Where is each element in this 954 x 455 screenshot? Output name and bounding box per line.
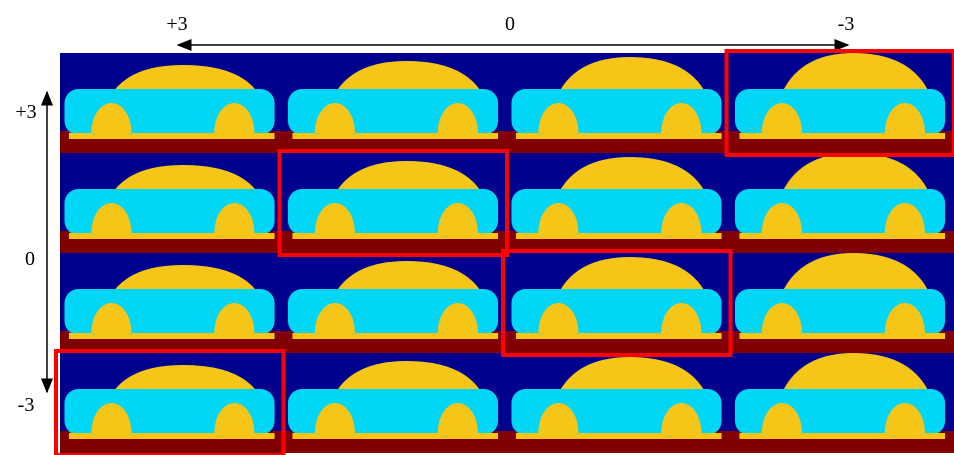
wheel-region	[437, 202, 478, 233]
horizontal-label-right: -3	[838, 13, 855, 35]
grid-cell	[730, 353, 954, 453]
roof-region	[779, 53, 932, 98]
wheel-region	[314, 303, 356, 333]
highlight-box	[501, 249, 733, 357]
highlight-box	[54, 349, 286, 455]
grid-cell	[283, 153, 507, 253]
wheel-region	[437, 102, 478, 133]
roof-region	[556, 157, 709, 198]
sill-region	[739, 233, 946, 239]
wheel-region	[91, 403, 132, 433]
grid-cell	[507, 153, 731, 253]
sill-region	[515, 133, 722, 139]
wheel-region	[538, 102, 579, 133]
roof-region	[332, 61, 485, 98]
image-grid	[60, 53, 954, 453]
roof-region	[332, 361, 485, 398]
vertical-label-bottom: -3	[18, 394, 35, 416]
wheel-region	[314, 403, 356, 433]
sill-region	[292, 133, 499, 139]
grid-cell	[507, 353, 731, 453]
wheel-region	[314, 103, 356, 133]
wheel-region	[761, 402, 803, 433]
roof-region	[779, 153, 932, 198]
horizontal-label-left: +3	[166, 13, 187, 35]
sill-region	[739, 133, 946, 139]
grid-cell	[60, 153, 284, 253]
wheel-region	[661, 303, 702, 333]
horizontal-label-center: 0	[505, 13, 515, 35]
wheel-region	[91, 103, 132, 133]
wheel-region	[91, 203, 132, 233]
wheel-region	[214, 302, 255, 333]
roof-region	[556, 357, 709, 398]
vertical-label-middle: 0	[25, 248, 35, 270]
highlight-box	[277, 149, 509, 257]
grid-cell	[507, 253, 731, 353]
vertical-axis: +3 0 -3	[15, 90, 53, 416]
grid-cell	[730, 253, 954, 353]
grid-cell	[283, 53, 507, 153]
highlight-box	[724, 49, 954, 157]
roof-region	[556, 257, 709, 298]
wheel-region	[661, 403, 702, 433]
grid-cell	[730, 53, 954, 153]
grid-cell	[730, 153, 954, 253]
roof-region	[332, 161, 485, 198]
roof-region	[556, 57, 709, 98]
wheel-region	[538, 202, 579, 233]
wheel-region	[761, 302, 803, 333]
sill-region	[68, 133, 275, 139]
roof-region	[779, 353, 932, 398]
vertical-label-top: +3	[15, 101, 36, 123]
wheel-region	[884, 103, 925, 133]
wheel-region	[214, 102, 255, 133]
sill-region	[739, 433, 946, 439]
wheel-region	[538, 302, 579, 333]
grid-cell	[283, 253, 507, 353]
wheel-region	[214, 403, 255, 433]
roof-region	[779, 253, 932, 298]
sill-region	[515, 333, 722, 339]
sill-region	[292, 333, 499, 339]
grid-cell	[60, 353, 284, 453]
horizontal-axis: +3 0 -3	[166, 13, 855, 51]
sill-region	[515, 433, 722, 439]
wheel-region	[314, 203, 356, 233]
wheel-region	[761, 102, 803, 133]
grid-cell	[60, 253, 284, 353]
sill-region	[68, 433, 275, 439]
wheel-region	[661, 203, 702, 233]
sill-region	[68, 233, 275, 239]
sill-region	[739, 333, 946, 339]
wheel-region	[437, 403, 478, 433]
wheel-region	[214, 202, 255, 233]
grid-cell	[507, 53, 731, 153]
wheel-region	[884, 303, 925, 333]
wheel-region	[437, 302, 478, 333]
sill-region	[68, 333, 275, 339]
highlight-boxes	[54, 49, 954, 455]
wheel-region	[761, 202, 803, 233]
grid-cell	[60, 53, 284, 153]
wheel-region	[884, 403, 925, 433]
wheel-region	[661, 103, 702, 133]
wheel-region	[884, 203, 925, 233]
sill-region	[292, 433, 499, 439]
sill-region	[292, 233, 499, 239]
wheel-region	[91, 303, 132, 333]
sill-region	[515, 233, 722, 239]
grid-cell	[283, 353, 507, 453]
wheel-region	[538, 402, 579, 433]
roof-region	[332, 261, 485, 298]
